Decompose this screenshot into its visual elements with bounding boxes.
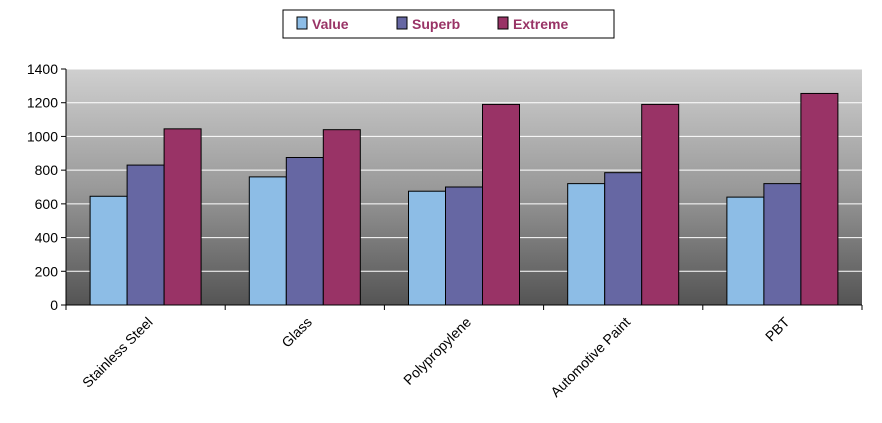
legend-swatch-superb [396,16,408,30]
bar-value-automotive-paint [567,183,606,306]
bar-value-glass [248,176,287,306]
category-label: Glass [278,314,315,351]
legend: Value Superb Extreme [282,9,615,39]
bar-extreme-glass [322,129,361,306]
bar-extreme-polypropylene [482,103,520,306]
bar-extreme-stainless-steel [163,128,202,306]
y-tick-label: 200 [35,263,59,279]
bar-value-polypropylene [408,190,446,306]
y-tick-label: 400 [35,230,59,246]
bar-superb-pbt [763,183,802,306]
legend-label-superb: Superb [412,16,460,32]
legend-label-value: Value [312,16,349,32]
bar-value-stainless-steel [89,195,128,306]
bar-extreme-pbt [800,92,839,306]
bar-extreme-automotive-paint [641,103,680,306]
bar-value-pbt [726,196,765,306]
category-label: Stainless Steel [79,314,156,391]
y-tick-label: 0 [50,297,58,313]
category-label: Polypropylene [400,314,474,388]
y-tick-label: 1000 [27,128,58,144]
bar-superb-polypropylene [445,186,483,306]
bar-superb-glass [285,157,324,306]
legend-box [282,9,615,39]
bar-superb-stainless-steel [126,164,165,306]
y-tick-label: 800 [35,162,59,178]
bar-superb-automotive-paint [604,172,643,306]
category-label: Automotive Paint [547,314,633,400]
legend-label-extreme: Extreme [513,16,568,32]
legend-swatch-value [296,16,308,30]
y-axis-ticks: 0 200 400 600 800 1000 1200 1400 [27,61,66,313]
category-label: PBT [762,313,793,344]
legend-swatch-extreme [497,16,509,30]
y-tick-label: 600 [35,196,59,212]
y-tick-label: 1400 [27,61,58,77]
y-tick-label: 1200 [27,95,58,111]
x-axis-ticks: Stainless Steel Glass Polypropylene Automot… [65,305,863,400]
